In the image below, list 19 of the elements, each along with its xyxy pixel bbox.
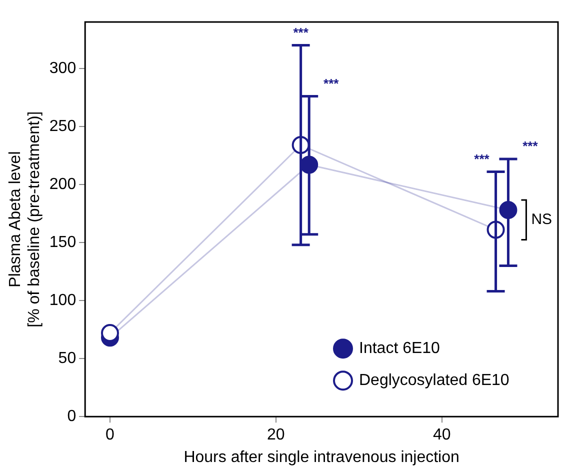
- annotation: ***: [474, 151, 490, 166]
- x-tick-label: 40: [432, 426, 451, 444]
- x-tick-label: 0: [106, 426, 115, 444]
- x-tick-label: 20: [267, 426, 285, 444]
- y-tick-label: 250: [49, 118, 76, 135]
- y-axis-title: Plasma Abeta level [% of baseline (pre-treatment)]: [7, 111, 44, 328]
- annotation: NS: [531, 211, 552, 228]
- annotation: ***: [324, 76, 340, 91]
- y-tick-label: 100: [49, 292, 76, 309]
- legend-label: Deglycosylated 6E10: [359, 372, 510, 390]
- annotation: ***: [522, 138, 539, 154]
- y-tick-label: 0: [67, 408, 76, 426]
- annotation: ***: [293, 24, 310, 40]
- y-tick-label: 300: [49, 60, 76, 77]
- y-tick-label: 50: [58, 350, 76, 367]
- x-axis-title: Hours after single intravenous injection: [184, 448, 460, 466]
- y-tick-label: 150: [49, 234, 76, 251]
- y-tick-label: 200: [49, 176, 76, 193]
- legend-label: Intact 6E10: [359, 340, 440, 358]
